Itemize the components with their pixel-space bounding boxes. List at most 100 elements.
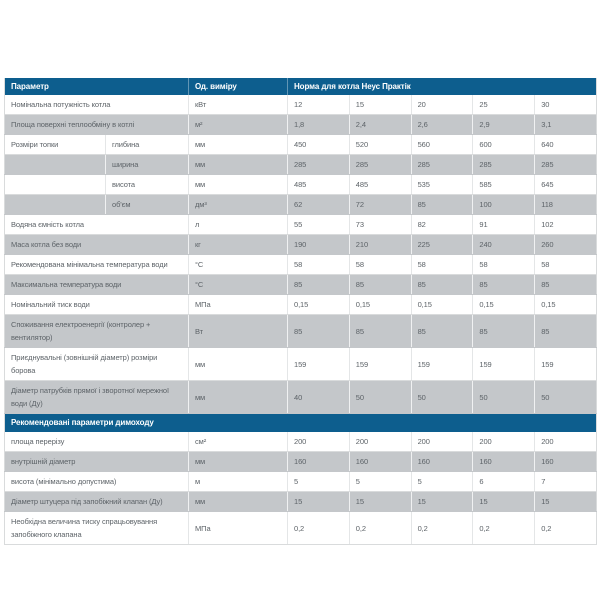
- value-cell: 100: [472, 194, 536, 215]
- value-cell: 485: [287, 174, 350, 195]
- param-cell: внутрішній діаметр: [4, 451, 189, 472]
- value-cell: 5: [349, 471, 412, 492]
- value-cell: 40: [287, 380, 350, 414]
- value-cell: 225: [411, 234, 474, 255]
- value-cell: 50: [349, 380, 412, 414]
- value-cell: 58: [411, 254, 474, 275]
- param-cell-inner: об'єм: [5, 195, 188, 214]
- value-cell: 0,2: [411, 511, 474, 545]
- value-cell: 85: [349, 274, 412, 295]
- value-cell: 1,8: [287, 114, 350, 135]
- param-cell-inner: висота: [5, 175, 188, 194]
- table-row: Водяна ємність котла л 55 73 82 91 102: [4, 214, 597, 235]
- value-cell: 640: [534, 134, 597, 155]
- unit-cell: °С: [188, 254, 288, 275]
- unit-cell: м²: [188, 114, 288, 135]
- value-cell: 91: [472, 214, 536, 235]
- value-cell: 200: [349, 432, 412, 452]
- table-row: внутрішній діаметр мм 160 160 160 160 160: [4, 451, 597, 472]
- value-cell: 85: [287, 314, 350, 348]
- table-row: ширина мм 285 285 285 285 285: [4, 154, 597, 175]
- value-cell: 85: [534, 314, 597, 348]
- param-cell: площа перерізу: [4, 432, 189, 452]
- value-cell: 160: [472, 451, 536, 472]
- unit-cell: л: [188, 214, 288, 235]
- table-row: Маса котла без води кг 190 210 225 240 260: [4, 234, 597, 255]
- value-cell: 0,15: [534, 294, 597, 315]
- value-cell: 200: [287, 432, 350, 452]
- table-row: Площа поверхні теплообміну в котлі м² 1,8 2…: [4, 114, 597, 135]
- value-cell: 85: [411, 314, 474, 348]
- table-row: Рекомендована мінімальна температура вод…: [4, 254, 597, 275]
- param-sub-label: ширина: [105, 155, 188, 174]
- param-cell: Діаметр патрубків прямої і зворотної мер…: [4, 380, 189, 414]
- value-cell: 285: [349, 154, 412, 175]
- value-cell: 58: [287, 254, 350, 275]
- table-row: Діаметр штуцера під запобіжний клапан (Д…: [4, 491, 597, 512]
- value-cell: 200: [534, 432, 597, 452]
- value-cell: 520: [349, 134, 412, 155]
- table-header-row: Параметр Од. виміру Норма для котла Неус…: [4, 78, 597, 95]
- value-cell: 15: [287, 491, 350, 512]
- value-cell: 15: [349, 491, 412, 512]
- value-cell: 62: [287, 194, 350, 215]
- value-cell: 55: [287, 214, 350, 235]
- value-cell: 118: [534, 194, 597, 215]
- unit-cell: м: [188, 471, 288, 492]
- unit-cell: мм: [188, 134, 288, 155]
- value-cell: 85: [411, 194, 474, 215]
- param-cell: Необхідна величина тиску спрацьовування …: [4, 511, 189, 545]
- value-cell: 560: [411, 134, 474, 155]
- unit-cell: кг: [188, 234, 288, 255]
- param-cell: Водяна ємність котла: [4, 214, 189, 235]
- value-cell: 5: [411, 471, 474, 492]
- value-cell: 285: [472, 154, 536, 175]
- value-cell: 159: [287, 347, 350, 381]
- value-cell: 85: [287, 274, 350, 295]
- table-row: площа перерізу см² 200 200 200 200 200: [4, 432, 597, 452]
- param-sub-label: висота: [105, 175, 188, 194]
- param-cell: висота (мінімально допустима): [4, 471, 189, 492]
- value-cell: 0,15: [287, 294, 350, 315]
- value-cell: 2,6: [411, 114, 474, 135]
- unit-cell: МПа: [188, 294, 288, 315]
- param-cell: об'єм: [4, 194, 189, 215]
- value-cell: 159: [411, 347, 474, 381]
- value-cell: 240: [472, 234, 536, 255]
- value-cell: 72: [349, 194, 412, 215]
- value-cell: 85: [349, 314, 412, 348]
- param-label: [5, 155, 105, 174]
- param-label: [5, 195, 105, 214]
- header-unit: Од. виміру: [188, 78, 288, 95]
- value-cell: 159: [349, 347, 412, 381]
- value-cell: 58: [349, 254, 412, 275]
- param-cell: Приєднувальні (зовнішній діаметр) розмір…: [4, 347, 189, 381]
- header-parameter: Параметр: [4, 78, 189, 95]
- value-cell: 285: [534, 154, 597, 175]
- value-cell: 190: [287, 234, 350, 255]
- table-row: висота мм 485 485 535 585 645: [4, 174, 597, 195]
- value-cell: 85: [472, 274, 536, 295]
- value-cell: 6: [472, 471, 536, 492]
- param-cell: Споживання електроенергії (контролер + в…: [4, 314, 189, 348]
- table-row: Максимальна температура води °С 85 85 85 85 85: [4, 274, 597, 295]
- value-cell: 58: [472, 254, 536, 275]
- param-cell: Площа поверхні теплообміну в котлі: [4, 114, 189, 135]
- unit-cell: мм: [188, 347, 288, 381]
- value-cell: 0,15: [411, 294, 474, 315]
- unit-cell: мм: [188, 174, 288, 195]
- param-cell: Рекомендована мінімальна температура вод…: [4, 254, 189, 275]
- unit-cell: МПа: [188, 511, 288, 545]
- param-label: [5, 175, 105, 194]
- value-cell: 50: [472, 380, 536, 414]
- table-row: об'єм дм³ 62 72 85 100 118: [4, 194, 597, 215]
- boiler-spec-table: Параметр Од. виміру Норма для котла Неус…: [4, 78, 597, 545]
- table-row: Номінальна потужність котла кВт 12 15 20 25 30: [4, 95, 597, 115]
- value-cell: 50: [411, 380, 474, 414]
- value-cell: 0,2: [349, 511, 412, 545]
- unit-cell: кВт: [188, 95, 288, 115]
- value-cell: 85: [411, 274, 474, 295]
- value-cell: 200: [472, 432, 536, 452]
- value-cell: 160: [287, 451, 350, 472]
